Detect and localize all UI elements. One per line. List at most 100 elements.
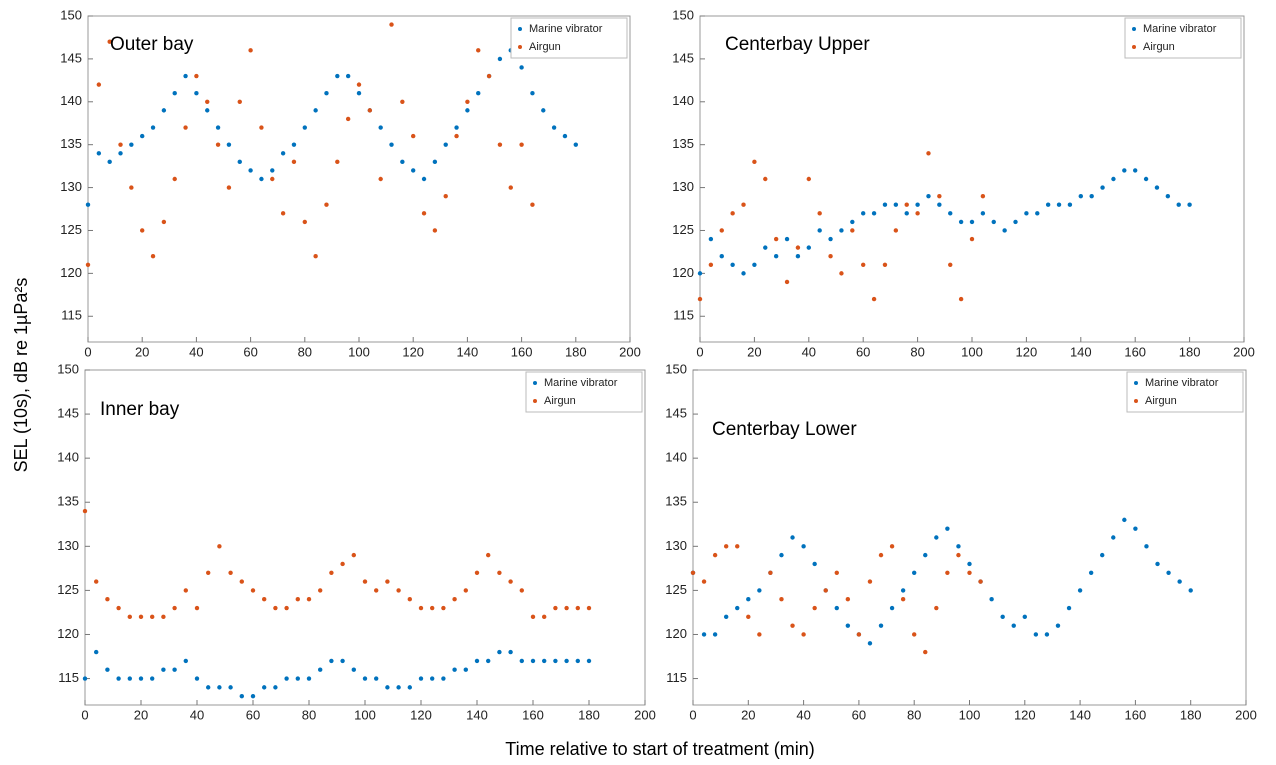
point <box>313 108 318 113</box>
point <box>262 597 267 602</box>
point <box>172 91 177 96</box>
x-tick-label: 180 <box>578 707 600 722</box>
y-axis-label: SEL (10s), dB re 1µPa²s <box>11 278 31 473</box>
point <box>454 133 459 139</box>
point <box>1176 202 1181 207</box>
point <box>116 605 121 611</box>
point <box>889 605 895 611</box>
point <box>1187 202 1192 207</box>
point <box>324 91 329 96</box>
plot-frame <box>699 15 1245 343</box>
point <box>1188 588 1193 593</box>
point <box>508 579 513 584</box>
point <box>834 570 839 575</box>
plot-frame <box>87 15 631 343</box>
point <box>454 125 459 130</box>
point <box>1002 228 1007 233</box>
point <box>107 39 112 44</box>
point <box>519 588 524 593</box>
point <box>948 262 953 267</box>
x-tick-label: 60 <box>243 344 257 359</box>
point <box>306 676 312 681</box>
point <box>367 108 373 113</box>
point <box>248 168 253 173</box>
x-tick-label: 200 <box>1233 344 1255 359</box>
point <box>1035 211 1040 216</box>
x-tick-label: 60 <box>852 707 866 722</box>
legend-label: Airgun <box>1143 41 1175 53</box>
point <box>239 693 244 699</box>
point <box>291 159 297 165</box>
point <box>118 151 123 156</box>
x-tick-label: 80 <box>302 707 316 722</box>
point <box>295 597 300 602</box>
legend-box <box>510 17 628 59</box>
point <box>248 48 253 53</box>
point <box>690 570 696 575</box>
point <box>138 614 144 620</box>
point <box>340 561 345 567</box>
point <box>443 142 448 147</box>
point <box>441 676 446 681</box>
point <box>923 649 928 655</box>
x-tick-label: 100 <box>354 707 376 722</box>
y-tick-label: 125 <box>60 222 82 237</box>
point <box>463 588 468 593</box>
x-tick-label: 160 <box>511 344 533 359</box>
point <box>882 262 888 267</box>
y-tick-label: 145 <box>672 50 694 65</box>
point <box>96 82 102 87</box>
point <box>757 632 762 637</box>
point <box>530 202 535 207</box>
y-tick-label: 130 <box>665 538 687 553</box>
point <box>948 211 953 216</box>
point <box>542 658 547 664</box>
point <box>752 159 757 165</box>
y-tick-label: 150 <box>60 7 82 22</box>
point <box>237 99 242 104</box>
y-tick-label: 150 <box>665 361 687 376</box>
point <box>118 142 123 147</box>
point <box>140 228 145 233</box>
point <box>956 544 961 549</box>
point <box>934 535 939 540</box>
point <box>763 176 768 182</box>
point <box>812 561 817 567</box>
point <box>443 193 448 199</box>
point <box>378 176 383 182</box>
point <box>893 228 899 233</box>
point <box>205 108 210 113</box>
legend-marker <box>533 399 537 403</box>
point <box>421 176 427 182</box>
point <box>237 159 242 165</box>
point <box>215 142 221 147</box>
point <box>991 219 996 225</box>
point <box>900 588 906 593</box>
point <box>915 202 920 207</box>
legend-label: Marine vibrator <box>1145 377 1219 389</box>
point <box>284 676 289 681</box>
x-tick-label: 140 <box>1069 707 1091 722</box>
point <box>790 623 795 628</box>
y-tick-label: 140 <box>60 93 82 108</box>
point <box>105 597 110 602</box>
point <box>356 82 362 87</box>
point <box>1111 535 1116 540</box>
point <box>519 658 524 664</box>
legend-box <box>525 371 643 413</box>
point <box>735 544 740 549</box>
point <box>183 125 188 130</box>
legend-marker <box>1134 381 1138 385</box>
point <box>701 632 707 637</box>
point <box>217 544 222 549</box>
point <box>845 623 851 628</box>
y-tick-label: 150 <box>57 361 79 376</box>
legend-marker <box>1132 27 1136 31</box>
y-tick-label: 120 <box>665 626 687 641</box>
point <box>421 211 427 216</box>
point <box>1100 185 1105 190</box>
y-tick-label: 120 <box>60 265 82 280</box>
y-tick-label: 125 <box>665 582 687 597</box>
legend-box <box>1124 17 1242 59</box>
point <box>746 614 751 620</box>
